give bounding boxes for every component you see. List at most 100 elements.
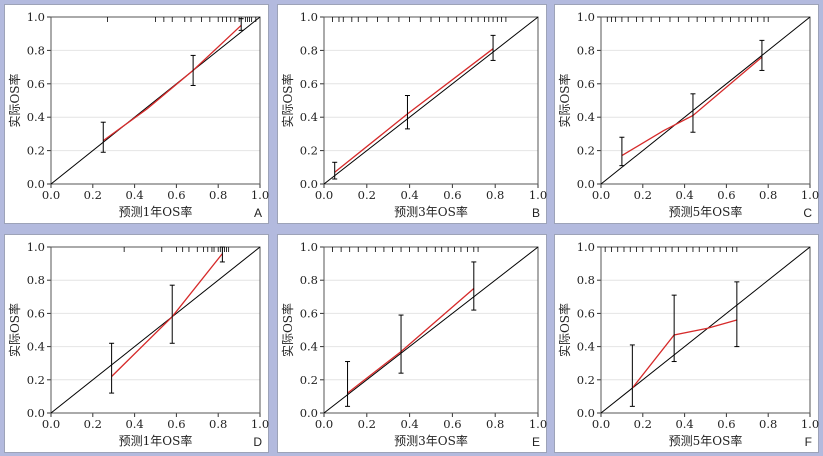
calibration-chart-D: 0.0 0.2 0.4 0.6 0.8 1.0 0.0 0.2 0.4 0.6 0.8 1.0 预测1年… (7, 240, 269, 448)
plot-frame (323, 246, 539, 414)
y-axis-title: 实际OS率 (280, 303, 295, 357)
y-tick-label: 0.2 (300, 144, 318, 158)
y-tick-label: 1.0 (27, 240, 45, 254)
y-tick-label: 0.4 (27, 110, 45, 124)
panel-F: 0.0 0.2 0.4 0.6 0.8 1.0 0.0 0.2 0.4 0.6 0.8 1.0 预测5年… (554, 234, 819, 453)
x-tick-label: 0.2 (358, 188, 376, 202)
panel-letter: E (531, 435, 540, 449)
reference-line (323, 16, 539, 185)
y-tick-label: 0.2 (27, 144, 45, 158)
plot-frame (50, 246, 261, 414)
x-tick-label: 0.6 (717, 417, 735, 431)
x-tick-label: 0.4 (400, 188, 418, 202)
y-tick-label: 0.4 (300, 110, 318, 124)
x-tick-label: 0.4 (675, 188, 693, 202)
x-axis-title: 预测3年OS率 (394, 433, 468, 448)
calibration-curve (621, 56, 763, 157)
reference-line (600, 246, 811, 414)
x-tick-label: 0.2 (84, 188, 102, 202)
panel-letter: A (253, 206, 262, 220)
x-tick-label: 0.0 (42, 417, 60, 431)
calibration-chart-E: 0.0 0.2 0.4 0.6 0.8 1.0 0.0 0.2 0.4 0.6 0.8 1.0 预测3年… (280, 240, 547, 448)
panel-letter: B (531, 206, 540, 220)
calibration-curve (631, 319, 737, 389)
x-axis-title: 预测1年OS率 (119, 204, 193, 219)
reference-line (50, 246, 261, 414)
panel-E: 0.0 0.2 0.4 0.6 0.8 1.0 0.0 0.2 0.4 0.6 0.8 1.0 预测3年… (277, 234, 547, 453)
y-tick-label: 0.6 (27, 306, 45, 320)
x-tick-label: 0.6 (443, 417, 461, 431)
plot-frame (600, 246, 811, 414)
x-tick-label: 0.8 (486, 188, 504, 202)
x-tick-label: 1.0 (801, 417, 819, 431)
y-tick-label: 0.4 (577, 110, 595, 124)
x-tick-label: 0.8 (759, 188, 777, 202)
x-tick-label: 1.0 (251, 188, 269, 202)
x-tick-label: 0.0 (592, 417, 610, 431)
y-axis-title: 实际OS率 (7, 303, 22, 357)
x-tick-label: 0.8 (209, 188, 227, 202)
calibration-curve (102, 24, 242, 142)
y-tick-label: 0.0 (577, 406, 595, 420)
y-tick-label: 0.0 (577, 177, 595, 191)
y-tick-label: 0.0 (27, 177, 45, 191)
y-tick-label: 0.4 (300, 340, 318, 354)
x-tick-label: 0.6 (167, 188, 185, 202)
y-tick-label: 1.0 (577, 240, 595, 254)
reference-line (600, 16, 811, 185)
x-tick-label: 0.0 (315, 188, 333, 202)
reference-line (50, 16, 261, 185)
y-tick-label: 0.0 (300, 406, 318, 420)
y-tick-label: 0.4 (27, 340, 45, 354)
y-tick-label: 0.6 (300, 306, 318, 320)
y-tick-label: 0.8 (577, 43, 595, 57)
x-axis-title: 预测1年OS率 (119, 433, 193, 448)
panel-letter: C (803, 206, 812, 220)
y-axis-title: 实际OS率 (557, 73, 572, 127)
y-tick-label: 0.8 (577, 273, 595, 287)
x-tick-label: 0.2 (84, 417, 102, 431)
y-axis-title: 实际OS率 (557, 303, 572, 357)
calibration-chart-C: 0.0 0.2 0.4 0.6 0.8 1.0 0.0 0.2 0.4 0.6 0.8 1.0 预测5年… (557, 10, 819, 219)
y-axis-title: 实际OS率 (7, 73, 22, 127)
y-tick-label: 0.0 (27, 406, 45, 420)
y-tick-label: 0.6 (577, 77, 595, 91)
y-tick-label: 1.0 (27, 10, 45, 24)
x-tick-label: 0.0 (315, 417, 333, 431)
panel-D: 0.0 0.2 0.4 0.6 0.8 1.0 0.0 0.2 0.4 0.6 0.8 1.0 预测1年… (4, 234, 269, 453)
x-tick-label: 1.0 (801, 188, 819, 202)
y-tick-label: 0.8 (27, 43, 45, 57)
x-tick-label: 1.0 (529, 188, 547, 202)
panel-letter: F (804, 435, 812, 449)
x-tick-label: 0.4 (675, 417, 693, 431)
x-tick-label: 0.4 (125, 417, 143, 431)
y-tick-label: 0.8 (27, 273, 45, 287)
x-tick-label: 0.0 (42, 188, 60, 202)
x-tick-label: 0.6 (443, 188, 461, 202)
y-tick-label: 1.0 (300, 10, 318, 24)
x-tick-label: 0.0 (592, 188, 610, 202)
calibration-chart-F: 0.0 0.2 0.4 0.6 0.8 1.0 0.0 0.2 0.4 0.6 0.8 1.0 预测5年… (557, 240, 819, 448)
x-tick-label: 1.0 (251, 417, 269, 431)
x-tick-label: 0.2 (634, 417, 652, 431)
panel-A: 0.0 0.2 0.4 0.6 0.8 1.0 0.0 0.2 0.4 0.6 0.8 1.0 预测1年… (4, 4, 269, 224)
x-tick-label: 0.8 (486, 417, 504, 431)
x-tick-label: 0.6 (717, 188, 735, 202)
calibration-curve (347, 288, 475, 394)
y-tick-label: 1.0 (577, 10, 595, 24)
reference-line (323, 246, 539, 414)
calibration-chart-B: 0.0 0.2 0.4 0.6 0.8 1.0 0.0 0.2 0.4 0.6 0.8 1.0 预测3年… (280, 10, 547, 219)
y-tick-label: 0.4 (577, 340, 595, 354)
panel-letter: D (253, 435, 262, 449)
x-tick-label: 0.2 (634, 188, 652, 202)
y-axis-title: 实际OS率 (280, 73, 295, 127)
y-tick-label: 0.2 (27, 373, 45, 387)
y-tick-label: 0.8 (300, 43, 318, 57)
y-tick-label: 0.2 (577, 373, 595, 387)
calibration-curve (334, 48, 494, 173)
x-tick-label: 0.4 (125, 188, 143, 202)
y-tick-label: 0.6 (300, 77, 318, 91)
y-tick-label: 0.0 (300, 177, 318, 191)
calibration-curve (111, 253, 223, 377)
y-tick-label: 0.2 (577, 144, 595, 158)
